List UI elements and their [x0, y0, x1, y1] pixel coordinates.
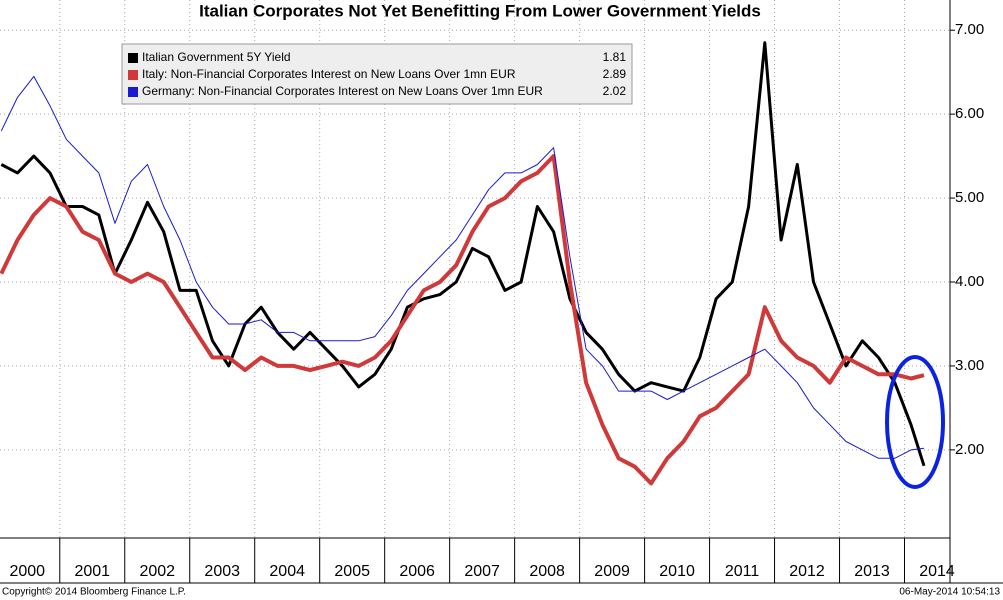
x-tick-label: 2002 [139, 563, 175, 580]
x-tick-label: 2008 [529, 563, 565, 580]
legend-swatch [128, 70, 138, 80]
copyright: Copyright© 2014 Bloomberg Finance L.P. [2, 587, 186, 598]
x-tick-label: 2013 [854, 563, 890, 580]
legend-value: 2.89 [603, 67, 627, 81]
chart-title: Italian Corporates Not Yet Benefitting F… [199, 1, 761, 20]
series-line [0, 41, 926, 467]
legend-box [121, 43, 633, 105]
x-tick-label: 2001 [74, 563, 110, 580]
x-tick-label: 2005 [334, 563, 370, 580]
y-tick-label: 4.00 [955, 273, 984, 290]
x-tick-label: 2007 [464, 563, 500, 580]
lines [0, 41, 926, 486]
y-tick-label: 5.00 [955, 189, 984, 206]
series-line [0, 75, 925, 459]
legend-label: Italian Government 5Y Yield [142, 50, 291, 64]
x-tick-label: 2000 [9, 563, 45, 580]
x-tick-label: 2014 [919, 563, 955, 580]
legend-value: 1.81 [603, 50, 627, 64]
legend: Italian Government 5Y Yield 1.81 Italy: No… [121, 43, 633, 105]
x-tick-label: 2004 [269, 563, 305, 580]
y-tick-label: 2.00 [955, 441, 984, 458]
x-tick-label: 2006 [399, 563, 435, 580]
series-line [0, 154, 925, 486]
y-tick-label: 7.00 [955, 21, 984, 38]
x-tick-label: 2003 [204, 563, 240, 580]
legend-label: Italy: Non-Financial Corporates Interest… [142, 67, 516, 81]
grid [0, 0, 950, 538]
legend-swatch [128, 87, 138, 97]
x-tick-label: 2011 [725, 563, 760, 580]
legend-swatch [128, 53, 138, 63]
timestamp: 06-May-2014 10:54:13 [899, 587, 1000, 598]
x-tick-label: 2010 [659, 563, 695, 580]
y-tick-label: 3.00 [955, 357, 984, 374]
y-tick-label: 6.00 [955, 105, 984, 122]
highlight-ellipse [885, 355, 945, 489]
x-tick-label: 2009 [594, 563, 630, 580]
legend-label: Germany: Non-Financial Corporates Intere… [142, 84, 543, 98]
legend-value: 2.02 [603, 84, 627, 98]
x-tick-label: 2012 [789, 563, 825, 580]
